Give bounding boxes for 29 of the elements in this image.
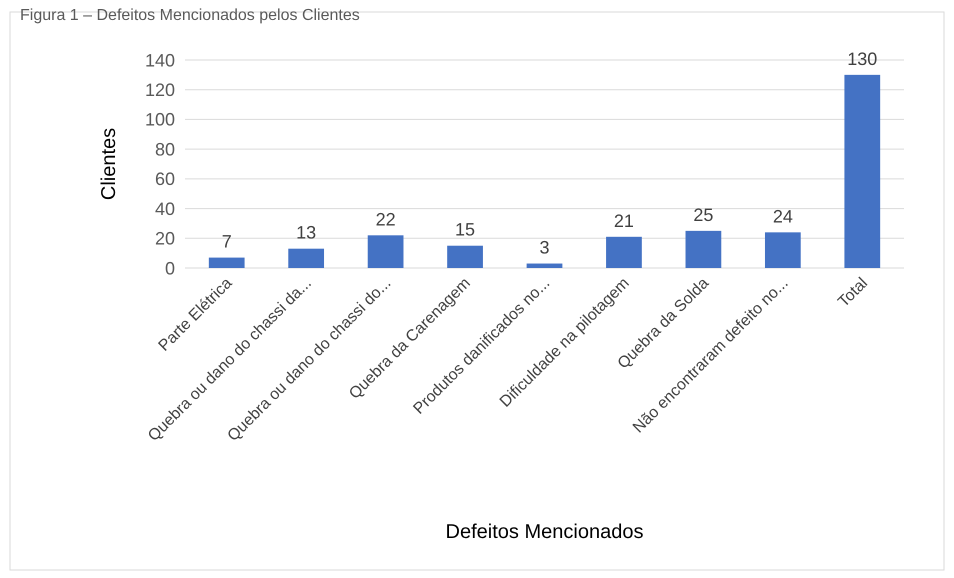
bar [288, 248, 324, 268]
data-label: 13 [296, 222, 316, 243]
y-tick-label: 40 [154, 198, 175, 219]
y-tick-label: 60 [154, 169, 175, 190]
bar [764, 232, 801, 268]
bar [686, 230, 722, 268]
y-tick-label: 0 [164, 258, 175, 278]
y-tick-label: 80 [154, 139, 175, 160]
bar [606, 236, 642, 268]
data-label: 24 [772, 206, 793, 226]
bar [368, 235, 404, 268]
data-label: 25 [693, 204, 714, 225]
y-tick-label: 100 [144, 110, 175, 130]
data-label: 22 [376, 209, 396, 230]
data-label: 21 [614, 210, 634, 231]
bar [447, 246, 483, 268]
x-axis-title: Defeitos Mencionados [446, 521, 644, 543]
bar [208, 258, 245, 268]
data-label: 130 [847, 48, 878, 69]
bar [844, 74, 880, 268]
y-axis-title: Clientes [98, 128, 120, 200]
y-tick-label: 140 [144, 50, 175, 70]
bar [526, 264, 562, 268]
chart-title: Figura 1 – Defeitos Mencionados pelos Clientes [20, 7, 360, 24]
data-label: 15 [455, 220, 476, 240]
y-tick-label: 20 [154, 228, 175, 249]
data-label: 7 [222, 232, 232, 252]
y-tick-label: 120 [144, 80, 175, 100]
data-label: 3 [539, 238, 550, 258]
